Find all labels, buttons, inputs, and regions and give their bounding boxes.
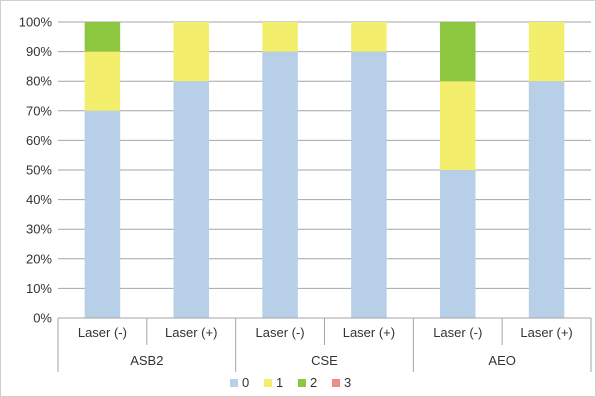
x-category-label: Laser (-) <box>78 325 127 340</box>
bar-segment-series-1-cat-1 <box>173 22 210 82</box>
y-tick-label: 80% <box>26 74 52 89</box>
legend-label: 2 <box>310 375 317 390</box>
legend-swatch-3 <box>332 379 340 387</box>
legend-swatch-0 <box>230 379 238 387</box>
x-group-label: CSE <box>311 353 338 368</box>
bar-segment-series-1-cat-4 <box>439 81 476 170</box>
y-tick-label: 50% <box>26 163 52 178</box>
bar-segment-series-1-cat-5 <box>528 22 565 82</box>
legend: 0 1 2 3 <box>230 375 351 390</box>
category-axis: Laser (-) Laser (+) Laser (-) Laser (+) Lase… <box>57 317 592 372</box>
bar-segment-series-0-cat-4 <box>439 170 476 318</box>
y-tick-label: 60% <box>26 133 52 148</box>
legend-label: 0 <box>242 375 249 390</box>
x-category-label: Laser (+) <box>343 325 395 340</box>
x-category-label: Laser (-) <box>256 325 305 340</box>
y-axis-tick-labels: 0% 10% 20% 30% 40% 50% 60% 70% 80% 90% 100% <box>19 15 53 326</box>
bar-segment-series-1-cat-0 <box>84 51 121 111</box>
y-tick-label: 10% <box>26 281 52 296</box>
y-tick-label: 70% <box>26 103 52 118</box>
bar-segment-series-2-cat-0 <box>84 22 121 52</box>
x-group-label: AEO <box>488 353 515 368</box>
bar-segment-series-0-cat-3 <box>351 51 387 318</box>
bar-segment-series-1-cat-3 <box>351 22 387 52</box>
y-tick-label: 90% <box>26 44 52 59</box>
legend-swatch-2 <box>298 379 306 387</box>
y-tick-label: 0% <box>33 311 52 326</box>
x-category-label: Laser (+) <box>520 325 572 340</box>
bar-segment-series-0-cat-5 <box>528 81 565 318</box>
y-tick-label: 20% <box>26 251 52 266</box>
bars <box>84 22 565 318</box>
y-tick-label: 100% <box>19 15 53 30</box>
y-tick-label: 30% <box>26 222 52 237</box>
bar-segment-series-0-cat-0 <box>84 110 121 318</box>
x-group-label: ASB2 <box>130 353 163 368</box>
bar-segment-series-0-cat-1 <box>173 81 210 318</box>
x-category-label: Laser (+) <box>165 325 217 340</box>
x-category-label: Laser (-) <box>433 325 482 340</box>
bar-segment-series-2-cat-4 <box>439 22 476 82</box>
legend-label: 3 <box>344 375 351 390</box>
y-tick-label: 40% <box>26 192 52 207</box>
legend-label: 1 <box>276 375 283 390</box>
bar-segment-series-1-cat-2 <box>262 22 298 52</box>
legend-swatch-1 <box>264 379 272 387</box>
bar-segment-series-0-cat-2 <box>262 51 298 318</box>
